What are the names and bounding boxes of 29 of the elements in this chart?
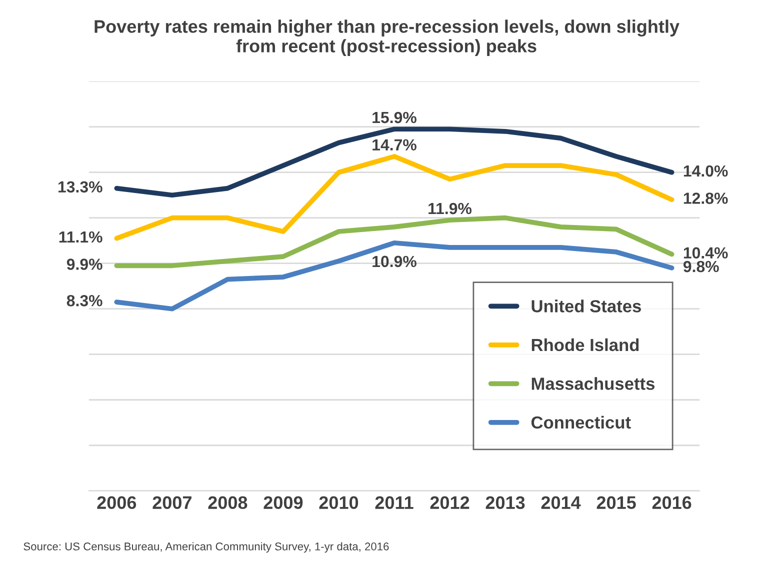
x-tick-label: 2014 — [541, 496, 581, 509]
x-tick-label: 2009 — [264, 496, 303, 509]
x-tick-label: 2007 — [152, 496, 192, 509]
data-label: 13.3% — [58, 181, 102, 193]
data-label: 8.3% — [66, 295, 102, 306]
data-label: 9.8% — [683, 260, 719, 272]
x-tick-label: 2010 — [319, 496, 358, 509]
legend-label: Rhode Island — [532, 338, 639, 352]
data-label: 11.9% — [428, 202, 472, 214]
data-label: 14.0% — [684, 165, 728, 177]
x-tick-label: 2016 — [652, 496, 692, 509]
x-tick-label: 2012 — [430, 496, 470, 509]
source-note: Source: US Census Bureau, American Community Survey, 1-yr data, 2016 — [24, 542, 389, 553]
x-tick-label: 2008 — [208, 496, 248, 509]
x-tick-label: 2015 — [596, 496, 636, 509]
x-tick-label: 2006 — [97, 496, 136, 509]
legend-label: Connecticut — [531, 416, 631, 429]
data-label: 11.1% — [59, 231, 102, 243]
data-label: 15.9% — [372, 112, 416, 124]
legend-label: Massachusetts — [532, 377, 655, 390]
chart-title: Poverty rates remain higher than pre-recession levels, down slightly from recent (post-recession) peaks — [94, 20, 680, 56]
x-tick-label: 2013 — [486, 496, 525, 510]
data-label: 9.9% — [66, 258, 102, 270]
data-label: 10.4% — [684, 247, 728, 259]
data-label: 14.7% — [372, 139, 416, 150]
x-tick-label: 2011 — [375, 496, 414, 509]
data-label: 12.8% — [684, 192, 728, 204]
data-label: 10.9% — [372, 256, 416, 268]
legend-label: United States — [532, 300, 641, 312]
